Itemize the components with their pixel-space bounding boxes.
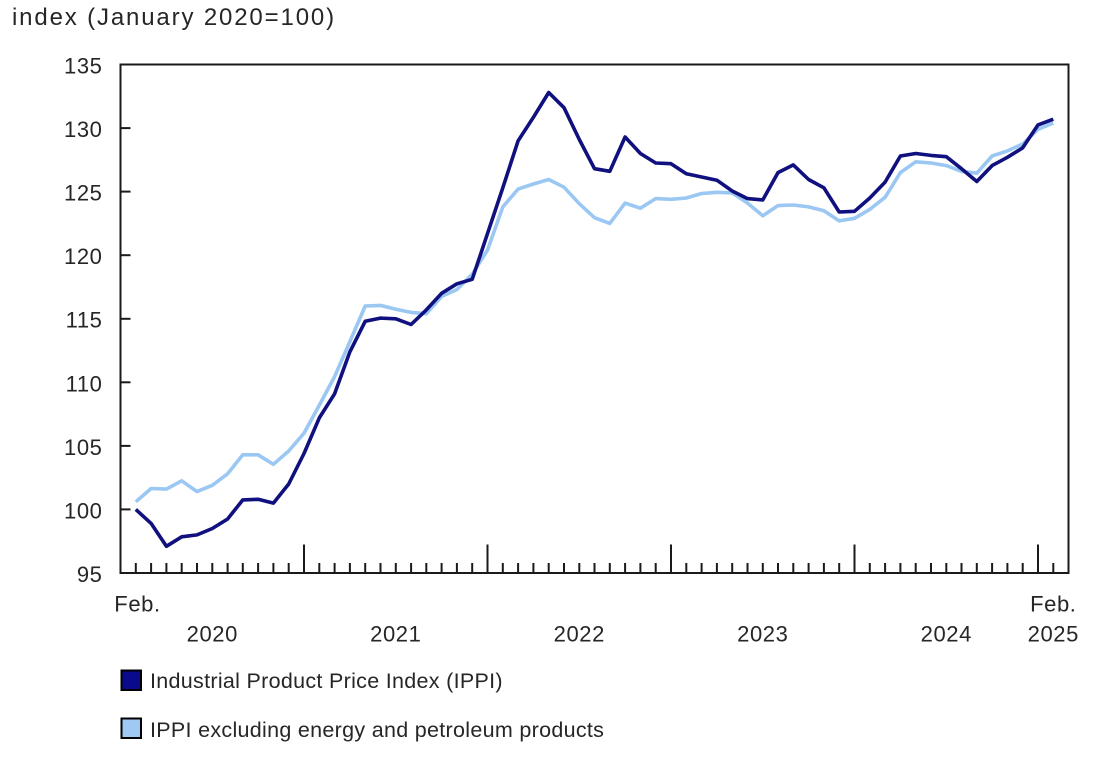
svg-text:IPPI excluding energy and petr: IPPI excluding energy and petroleum prod… xyxy=(150,718,604,742)
svg-text:2020: 2020 xyxy=(187,622,238,647)
svg-text:2025: 2025 xyxy=(1028,622,1079,647)
svg-text:100: 100 xyxy=(64,498,103,523)
svg-text:2022: 2022 xyxy=(554,622,605,647)
svg-text:Feb.: Feb. xyxy=(1030,592,1076,617)
svg-text:2021: 2021 xyxy=(370,622,421,647)
svg-text:120: 120 xyxy=(64,244,103,269)
svg-text:Feb.: Feb. xyxy=(114,592,160,617)
svg-text:125: 125 xyxy=(64,181,103,206)
svg-text:Industrial Product Price Index: Industrial Product Price Index (IPPI) xyxy=(150,669,503,693)
svg-text:index (January 2020=100): index (January 2020=100) xyxy=(12,4,336,31)
svg-text:110: 110 xyxy=(66,371,103,396)
svg-text:2023: 2023 xyxy=(737,622,788,647)
svg-text:135: 135 xyxy=(64,54,103,79)
svg-text:115: 115 xyxy=(66,308,103,333)
svg-text:95: 95 xyxy=(77,562,103,587)
svg-text:130: 130 xyxy=(64,117,103,142)
svg-text:2024: 2024 xyxy=(921,622,972,647)
svg-text:105: 105 xyxy=(64,435,103,460)
